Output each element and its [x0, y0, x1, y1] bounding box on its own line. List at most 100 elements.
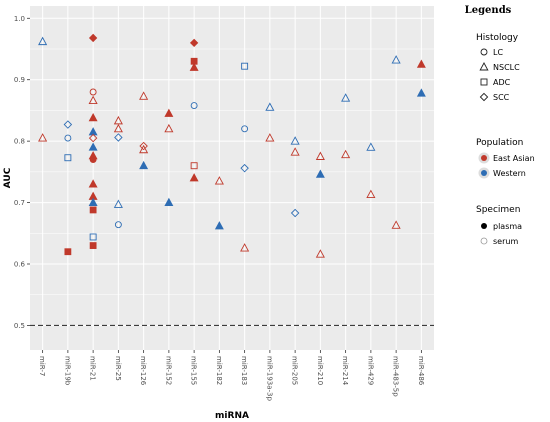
legend: Legends Histology Population Specimen LC…: [465, 5, 535, 246]
data-point: [265, 133, 275, 142]
legend-label: East Asian: [493, 154, 535, 163]
data-point: [89, 233, 97, 241]
data-point: [265, 102, 275, 111]
x-tick-label: miR-205: [291, 356, 299, 385]
legend-label: SCC: [493, 93, 510, 102]
y-axis: 0.5 0.6 0.7 0.8 0.9 1.0: [14, 15, 30, 330]
data-point: [241, 62, 249, 70]
y-tick-label: 0.8: [14, 138, 25, 146]
data-point: [139, 160, 149, 170]
data-point: [290, 208, 300, 218]
y-tick-label: 1.0: [14, 15, 25, 23]
data-point: [88, 95, 98, 105]
plot-panel: [30, 6, 434, 350]
data-point: [139, 144, 149, 154]
data-point: [189, 62, 199, 71]
data-point: [38, 36, 48, 46]
x-axis-title: miRNA: [215, 411, 249, 421]
data-point: [290, 136, 300, 145]
legend-label: ADC: [493, 78, 511, 87]
data-point: [89, 242, 97, 249]
data-point: [64, 134, 72, 142]
data-point: [164, 197, 174, 206]
legend-circle-icon: [480, 48, 488, 56]
data-point: [88, 142, 98, 151]
data-point: [241, 125, 249, 133]
legend-label: plasma: [493, 222, 522, 231]
legend-diamond-icon: [479, 92, 489, 102]
y-axis-title: AUC: [3, 167, 13, 188]
data-point: [214, 221, 224, 230]
data-point: [89, 156, 97, 163]
data-point: [290, 147, 300, 156]
x-tick-label: miR-193a-3p: [265, 356, 273, 401]
y-tick-label: 0.7: [14, 199, 25, 207]
legend-label: NSCLC: [493, 63, 520, 72]
legend-filled-circle-icon: [481, 223, 487, 229]
x-tick-label: miR-214: [341, 356, 349, 386]
legend-label: Western: [493, 169, 526, 178]
data-point: [190, 162, 198, 170]
data-point: [190, 102, 198, 109]
x-tick-label: miR-21: [89, 356, 97, 381]
x-tick-label: miR-152: [164, 356, 172, 385]
y-tick-label: 0.6: [14, 261, 26, 269]
data-point: [366, 142, 376, 151]
data-point: [315, 151, 325, 160]
legend-hollow-circle-icon: [480, 237, 488, 245]
x-tick-label: miR-210: [316, 356, 324, 385]
legend-dot-icon: [481, 155, 487, 161]
data-point: [214, 176, 224, 185]
data-point: [139, 91, 149, 100]
x-tick-label: miR-429: [366, 356, 374, 385]
data-point: [189, 173, 199, 182]
legend-histology-title: Histology: [476, 33, 519, 43]
legend-square-icon: [480, 78, 488, 86]
data-point: [88, 179, 98, 188]
data-point: [240, 163, 249, 173]
data-point: [164, 123, 174, 133]
data-point: [63, 120, 73, 129]
x-tick-label: miR-486: [417, 356, 425, 386]
x-tick-label: miR-183: [240, 356, 248, 385]
data-point: [341, 93, 351, 102]
y-tick-label: 0.5: [14, 322, 25, 330]
legend-specimen-title: Specimen: [476, 205, 520, 215]
legend-population-title: Population: [476, 138, 523, 148]
x-tick-label: miR-25: [114, 356, 122, 381]
data-points: [38, 33, 426, 258]
data-point: [64, 248, 72, 256]
data-point: [315, 169, 325, 178]
data-point: [38, 133, 48, 142]
data-point: [366, 189, 376, 199]
data-point: [341, 149, 351, 159]
data-point: [89, 206, 97, 214]
data-point: [64, 154, 72, 162]
x-tick-label: miR-155: [190, 356, 198, 385]
x-tick-label: miR-483-5p: [392, 356, 400, 397]
data-point: [113, 123, 123, 133]
data-point: [113, 115, 123, 125]
x-tick-label: miR-19b: [63, 356, 71, 386]
legend-heading: Legends: [465, 5, 512, 16]
legend-dot-icon: [481, 170, 487, 176]
x-tick-label: miR-182: [215, 356, 223, 385]
data-point: [391, 220, 401, 229]
x-axis: miR-7 miR-19b miR-21 miR-25 miR-126 miR-152 mi…: [38, 350, 425, 401]
data-point: [240, 243, 250, 252]
data-point: [139, 141, 148, 151]
data-point: [189, 38, 199, 48]
legend-items: LC NSCLC ADC SCC East Asian Western plasma seru…: [478, 48, 535, 246]
data-point: [88, 112, 98, 122]
legend-triangle-icon: [479, 62, 489, 71]
data-point: [113, 199, 123, 208]
data-point: [416, 59, 426, 68]
data-point: [88, 133, 98, 143]
data-point: [114, 221, 122, 229]
data-point: [315, 249, 325, 258]
data-point: [88, 33, 98, 43]
data-point: [89, 88, 97, 96]
x-tick-label: miR-7: [38, 356, 46, 376]
legend-label: LC: [493, 48, 503, 57]
